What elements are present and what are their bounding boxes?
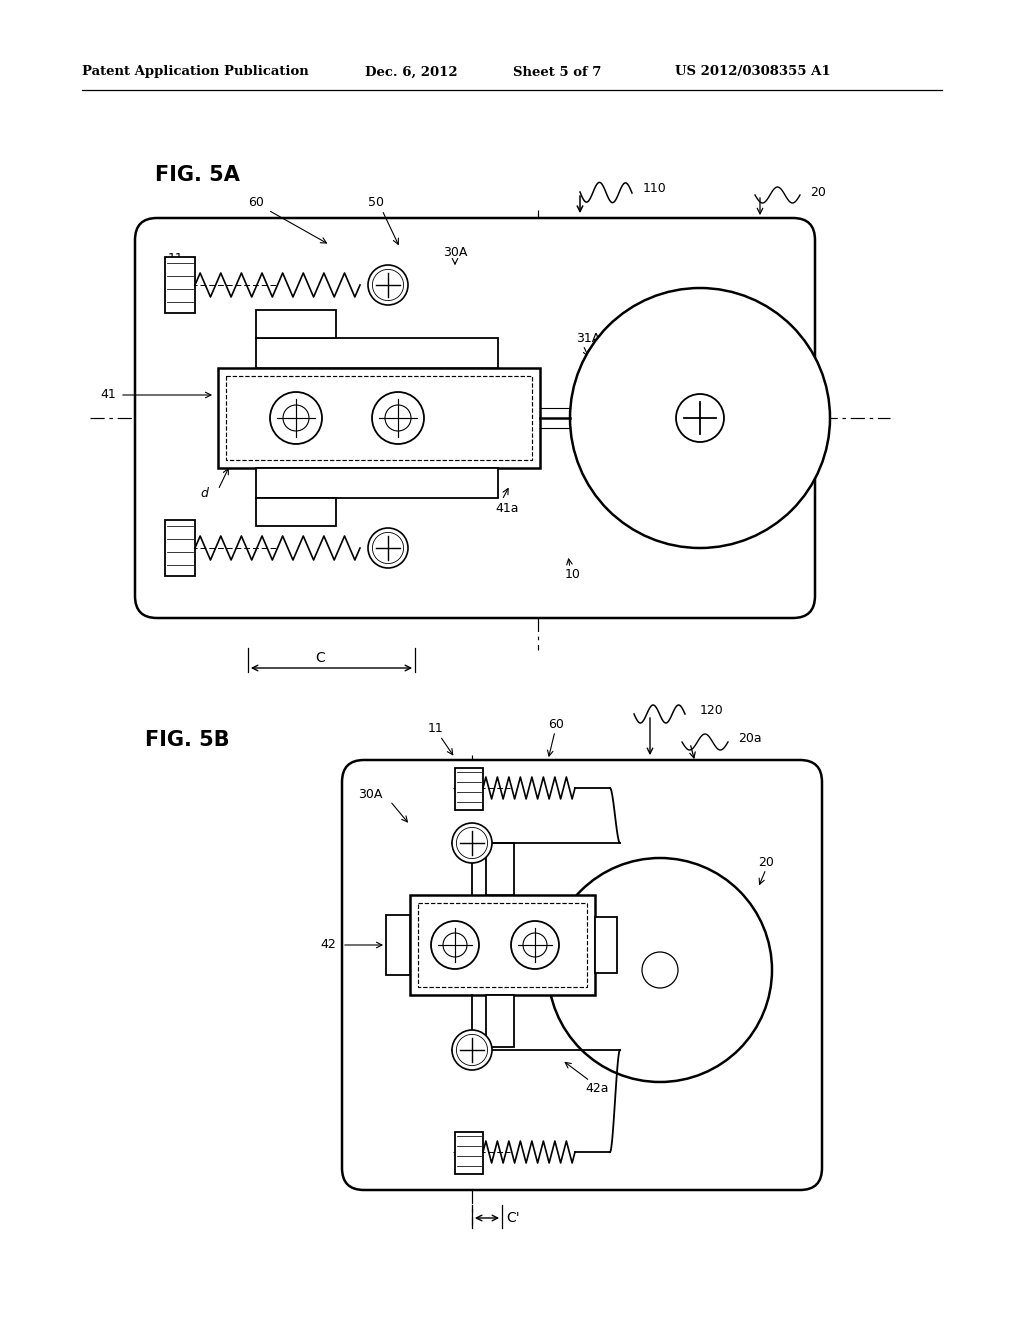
Bar xyxy=(486,995,514,1047)
Circle shape xyxy=(452,822,492,863)
Text: d: d xyxy=(200,487,208,500)
Circle shape xyxy=(368,265,408,305)
Bar xyxy=(256,469,498,498)
Circle shape xyxy=(270,392,322,444)
Circle shape xyxy=(642,952,678,987)
Bar xyxy=(455,768,483,810)
Circle shape xyxy=(548,858,772,1082)
Bar xyxy=(418,903,587,987)
FancyBboxPatch shape xyxy=(342,760,822,1191)
Circle shape xyxy=(372,392,424,444)
Text: 20a: 20a xyxy=(738,731,762,744)
Text: 20: 20 xyxy=(758,855,774,869)
Text: 30A: 30A xyxy=(443,246,467,259)
Text: Sheet 5 of 7: Sheet 5 of 7 xyxy=(513,66,601,78)
Text: 60: 60 xyxy=(248,197,264,210)
Bar xyxy=(165,520,195,576)
Bar xyxy=(595,917,617,973)
Text: 11: 11 xyxy=(168,252,183,264)
Circle shape xyxy=(676,393,724,442)
Bar xyxy=(486,843,514,895)
Text: 50: 50 xyxy=(368,195,384,209)
Text: 30A: 30A xyxy=(358,788,382,801)
Text: 31Aa: 31Aa xyxy=(652,1044,684,1056)
Text: C': C' xyxy=(506,1210,519,1225)
Bar xyxy=(386,915,410,975)
Text: FIG. 5B: FIG. 5B xyxy=(145,730,229,750)
Text: 42a: 42a xyxy=(585,1081,608,1094)
Text: 41a: 41a xyxy=(495,502,518,515)
Bar xyxy=(218,368,540,469)
Text: 60: 60 xyxy=(548,718,564,730)
Text: C: C xyxy=(315,651,325,665)
Text: FIG. 5A: FIG. 5A xyxy=(155,165,240,185)
Text: Patent Application Publication: Patent Application Publication xyxy=(82,66,309,78)
Bar xyxy=(455,1133,483,1173)
Circle shape xyxy=(431,921,479,969)
Text: US 2012/0308355 A1: US 2012/0308355 A1 xyxy=(675,66,830,78)
Text: 41: 41 xyxy=(100,388,116,401)
Text: 31Aa: 31Aa xyxy=(575,331,608,345)
Text: Dec. 6, 2012: Dec. 6, 2012 xyxy=(365,66,458,78)
Circle shape xyxy=(511,921,559,969)
Circle shape xyxy=(570,288,830,548)
FancyBboxPatch shape xyxy=(135,218,815,618)
Text: 10: 10 xyxy=(565,569,581,582)
Bar xyxy=(256,310,336,338)
Circle shape xyxy=(452,1030,492,1071)
Text: 11: 11 xyxy=(428,722,443,734)
Text: 110: 110 xyxy=(643,181,667,194)
Bar xyxy=(256,498,336,525)
Text: 42: 42 xyxy=(319,939,336,952)
Bar xyxy=(226,376,532,459)
Text: 120: 120 xyxy=(700,704,724,717)
Bar xyxy=(256,338,498,368)
Bar xyxy=(410,895,595,995)
Text: 20: 20 xyxy=(810,186,826,198)
Bar xyxy=(165,257,195,313)
Circle shape xyxy=(368,528,408,568)
Text: 70: 70 xyxy=(230,393,245,407)
